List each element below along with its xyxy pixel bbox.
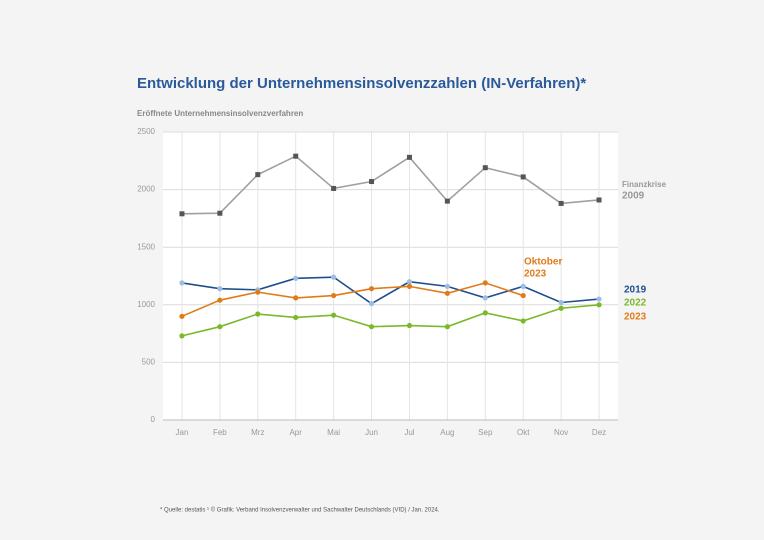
marker: [255, 289, 261, 295]
x-tick-label: Apr: [289, 428, 302, 437]
marker: [444, 290, 450, 296]
marker: [331, 292, 337, 299]
marker: [406, 283, 413, 289]
x-tick-label: Feb: [213, 428, 227, 437]
y-tick-label: 0: [151, 415, 156, 424]
marker: [406, 154, 412, 160]
footnote: * Quelle: destatis ¹ © Grafik: Verband I…: [160, 507, 440, 514]
x-tick-label: Aug: [440, 428, 454, 437]
marker: [520, 174, 526, 180]
marker: [293, 314, 299, 321]
marker: [217, 210, 223, 216]
x-tick-label: Jun: [365, 428, 378, 437]
marker: [368, 324, 375, 330]
marker: [482, 310, 488, 316]
marker: [596, 197, 602, 203]
marker: [331, 274, 337, 280]
x-tick-label: Nov: [554, 428, 568, 437]
marker: [331, 312, 337, 318]
x-tick-label: Mrz: [251, 428, 264, 437]
y-axis-label: Eröffnete Unternehmensinsolvenzverfahren: [137, 109, 303, 118]
series-line: [181, 282, 524, 318]
marker: [179, 333, 185, 339]
marker: [217, 286, 223, 292]
marker: [331, 185, 337, 191]
annotation-series-label: 2009: [622, 191, 645, 202]
marker: [444, 198, 450, 204]
marker: [406, 279, 413, 285]
x-tick-label: Jan: [176, 428, 189, 437]
marker: [482, 280, 488, 286]
marker: [482, 165, 488, 171]
marker: [558, 299, 564, 306]
x-tick-label: Dez: [592, 428, 606, 437]
marker: [596, 296, 602, 302]
x-tick-label: Jul: [404, 428, 414, 437]
marker: [255, 172, 261, 178]
marker: [482, 295, 488, 301]
marker: [596, 302, 602, 308]
marker: [558, 305, 564, 311]
y-tick-label: 1500: [137, 242, 155, 251]
series-line: [181, 304, 600, 337]
marker: [293, 153, 299, 159]
y-tick-label: 500: [142, 358, 156, 367]
marker: [217, 324, 223, 330]
annotation: Finanzkrise: [622, 180, 667, 189]
marker: [558, 200, 564, 206]
y-tick-label: 2000: [137, 185, 155, 194]
marker: [444, 283, 450, 289]
annotation-series-label: 2023: [524, 269, 547, 280]
marker: [444, 324, 450, 330]
marker: [293, 275, 299, 281]
marker: [368, 301, 375, 307]
x-tick-label: Okt: [517, 428, 530, 437]
annotation: Oktober: [524, 257, 562, 268]
series-line: [181, 155, 600, 215]
marker: [369, 179, 375, 185]
marker: [368, 286, 375, 292]
marker: [520, 318, 526, 324]
x-tick-label: Mai: [327, 428, 340, 437]
marker: [179, 211, 185, 217]
plot-area: [163, 132, 618, 420]
marker: [255, 311, 261, 317]
marker: [520, 283, 526, 289]
series-label: 2023: [624, 312, 647, 323]
x-tick-label: Sep: [478, 428, 493, 437]
series-label: 2019: [624, 285, 647, 296]
y-tick-label: 2500: [137, 127, 155, 136]
marker: [293, 295, 299, 301]
series-line: [181, 276, 600, 305]
y-tick-label: 1000: [137, 300, 155, 309]
marker: [179, 280, 185, 286]
marker: [217, 297, 223, 303]
marker: [179, 313, 185, 319]
series-label: 2022: [624, 298, 647, 309]
marker: [406, 322, 413, 329]
marker: [520, 292, 526, 299]
chart-title: Entwicklung der Unternehmensinsolvenzzah…: [137, 75, 586, 92]
